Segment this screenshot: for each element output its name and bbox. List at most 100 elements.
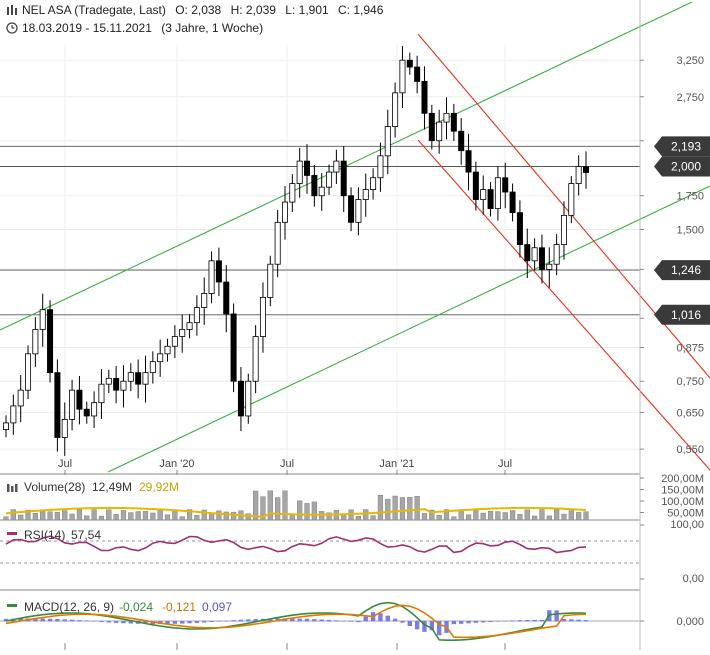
candle bbox=[69, 379, 76, 431]
candle-body-up bbox=[370, 177, 377, 190]
rsi-tick-label: 0,00 bbox=[683, 573, 704, 585]
macd-histogram-bar bbox=[202, 621, 207, 623]
candle bbox=[487, 182, 494, 217]
volume-bar bbox=[509, 510, 516, 521]
candle bbox=[421, 66, 428, 130]
macd-histogram-bar bbox=[121, 621, 126, 624]
candle-body-down bbox=[487, 189, 494, 210]
volume-bar bbox=[267, 490, 273, 521]
candle-body-up bbox=[179, 329, 186, 337]
macd-histogram-bar bbox=[576, 619, 581, 622]
volume-bar bbox=[465, 514, 472, 521]
candle-body-down bbox=[76, 389, 83, 410]
macd-histogram-bar bbox=[341, 620, 346, 622]
candle bbox=[333, 149, 340, 185]
macd-histogram-bar bbox=[231, 620, 236, 622]
instrument-title: NEL ASA (Tradegate, Last) bbox=[22, 3, 166, 17]
candle-body-down bbox=[502, 177, 509, 193]
volume-bar bbox=[208, 513, 215, 521]
macd-histogram-bar bbox=[451, 621, 457, 625]
macd-histogram-bar bbox=[69, 619, 75, 622]
candle bbox=[215, 247, 222, 297]
volume-bar bbox=[260, 496, 266, 521]
high-value: H: 2,039 bbox=[230, 3, 276, 17]
volume-tick-label: 150,00M bbox=[661, 485, 704, 497]
date-range: 18.03.2019 - 15.11.2021 bbox=[22, 21, 152, 35]
macd-histogram-bar bbox=[378, 613, 383, 622]
candle-body-up bbox=[245, 380, 252, 417]
candle bbox=[201, 277, 208, 325]
candle bbox=[237, 367, 244, 432]
macd-tick-label: 0,000 bbox=[676, 616, 704, 628]
macd-histogram-bar bbox=[165, 621, 170, 624]
price-level-badge-shape bbox=[654, 136, 710, 157]
volume-bar bbox=[524, 509, 530, 521]
volume-bar bbox=[297, 500, 303, 521]
volume-bar bbox=[10, 509, 16, 521]
macd-histogram-bar bbox=[246, 619, 251, 622]
candle-body-down bbox=[450, 112, 457, 132]
price-level-badge-shape bbox=[654, 304, 710, 325]
candle bbox=[289, 174, 296, 212]
volume-bar bbox=[355, 516, 362, 521]
macd-legend-value: -0,024 bbox=[119, 600, 153, 614]
candle-body-up bbox=[120, 380, 127, 391]
candle bbox=[127, 363, 134, 392]
candle bbox=[502, 162, 509, 209]
trend-line-red-lower bbox=[417, 139, 710, 471]
candle-body-up bbox=[149, 361, 156, 374]
volume-bar bbox=[201, 509, 207, 521]
rsi-legend-icon bbox=[7, 532, 17, 535]
candle bbox=[157, 339, 164, 377]
candle-body-up bbox=[164, 345, 171, 355]
macd-histogram-bar bbox=[488, 621, 493, 622]
macd-histogram-bar bbox=[290, 618, 295, 622]
candle bbox=[32, 317, 39, 367]
candle-body-down bbox=[509, 191, 516, 214]
volume-legend-label: Volume(28) bbox=[24, 480, 85, 494]
candle bbox=[164, 338, 171, 362]
volume-bar bbox=[62, 510, 68, 521]
macd-histogram-bar bbox=[503, 620, 508, 622]
macd-histogram-bar bbox=[326, 619, 332, 622]
price-tick-label: 1,500 bbox=[676, 224, 704, 236]
candle bbox=[326, 164, 333, 195]
volume-bar bbox=[502, 512, 508, 521]
price-level-badge: 2,000 bbox=[654, 156, 710, 177]
candle-body-down bbox=[472, 171, 479, 200]
candle-body-down bbox=[583, 166, 590, 173]
volume-bar bbox=[414, 496, 420, 521]
candle bbox=[17, 375, 24, 423]
rsi-line bbox=[5, 535, 587, 554]
volume-bar bbox=[18, 514, 24, 521]
price-level-badge-label: 2,000 bbox=[671, 160, 701, 174]
volume-bar bbox=[76, 509, 83, 521]
macd-histogram-bar bbox=[106, 621, 111, 623]
volume-bar bbox=[480, 512, 486, 521]
volume-bar bbox=[186, 509, 193, 521]
open-value: O: 2,038 bbox=[175, 3, 222, 17]
candle bbox=[113, 366, 120, 404]
candle bbox=[267, 255, 274, 307]
macd-histogram-bar bbox=[91, 621, 97, 622]
volume-bar bbox=[532, 515, 538, 521]
volume-bar bbox=[443, 509, 450, 521]
macd-histogram-bar bbox=[312, 619, 317, 622]
macd-histogram-bar bbox=[238, 619, 244, 622]
macd-panel: MACD(12, 26, 9) -0,024 -0,121 0,097 bbox=[0, 600, 640, 650]
candle bbox=[25, 345, 32, 400]
candle bbox=[281, 186, 288, 240]
candle-body-up bbox=[127, 372, 134, 382]
macd-histogram-bar bbox=[466, 621, 471, 624]
macd-histogram-bar bbox=[209, 621, 214, 623]
volume-legend-icon bbox=[7, 484, 10, 492]
volume-bar bbox=[539, 509, 545, 521]
macd-histogram-bar bbox=[180, 621, 185, 624]
volume-bar bbox=[326, 512, 332, 521]
candle-body-up bbox=[274, 221, 281, 265]
volume-ma-legend-value: 29,92M bbox=[139, 480, 179, 494]
candle bbox=[531, 238, 538, 271]
candle-body-up bbox=[494, 177, 501, 210]
volume-bar bbox=[370, 515, 376, 521]
macd-histogram-bar bbox=[392, 618, 398, 622]
